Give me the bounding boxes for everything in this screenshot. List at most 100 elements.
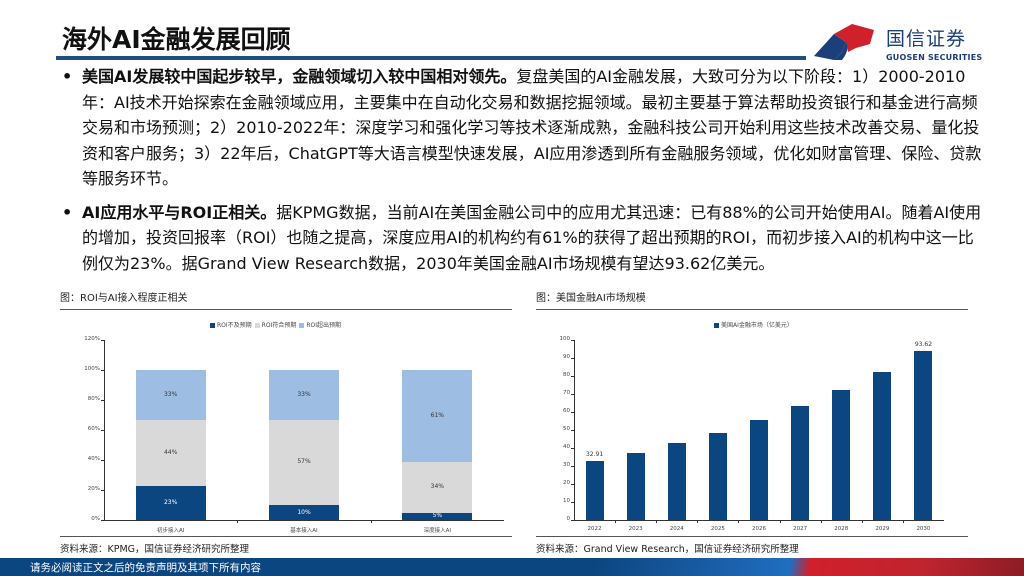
x-tick-label: 深度接入AI — [423, 528, 452, 534]
logo-text-cn: 国信证券 — [886, 28, 967, 50]
x-tick-label: 2022 — [587, 526, 602, 532]
figure-rule — [60, 309, 512, 310]
chart-legend: 美国AI金融市场（亿美元） — [714, 320, 793, 329]
bar — [832, 390, 851, 520]
y-tick-label: 100 — [559, 336, 571, 342]
bar — [750, 420, 768, 520]
y-tick-label: 80% — [87, 396, 100, 402]
chart-legend: ROI不及预期 ROI符合预期 ROI超出预期 — [210, 320, 341, 329]
y-tick — [571, 340, 574, 341]
y-tick — [571, 466, 574, 467]
bar — [914, 351, 933, 520]
brand-logo: 国信证券 GUOSEN SECURITIES — [812, 20, 1012, 64]
legend-item: 美国AI金融市场（亿美元） — [714, 320, 793, 329]
bar-segment: 10% — [269, 505, 339, 520]
bar-segment: 33% — [269, 370, 339, 420]
x-tick-label: 2026 — [752, 526, 766, 532]
x-tick-label: 2030 — [916, 526, 931, 532]
y-tick — [571, 376, 574, 377]
figure-caption: 图：ROI与AI接入程度正相关 — [60, 293, 188, 304]
figure-bottom-rule — [536, 536, 968, 537]
x-tick-label: 初步接入AI — [156, 528, 185, 534]
x-tick — [370, 520, 372, 523]
y-tick-label: 80 — [563, 372, 570, 378]
bullet-body: 复盘美国的AI金融发展，大致可分为以下阶段：1）2000-2010年：AI技术开… — [82, 67, 982, 188]
x-tick — [697, 520, 699, 523]
legend-swatch — [254, 323, 260, 328]
y-tick-label: 50 — [563, 426, 570, 432]
y-tick-label: 30 — [563, 462, 570, 468]
bar-value-label: 23% — [163, 498, 178, 506]
x-tick-label: 2029 — [875, 526, 890, 532]
y-tick-label: 10 — [563, 498, 570, 504]
y-axis — [574, 340, 575, 520]
bar-value-label: 44% — [163, 448, 178, 456]
x-tick-label: 2028 — [834, 526, 849, 532]
bar-value-label: 34% — [430, 483, 444, 490]
page-title: 海外AI金融发展回顾 — [62, 25, 291, 54]
legend-item: ROI符合预期 — [254, 320, 296, 329]
y-tick — [101, 370, 104, 371]
x-tick — [656, 520, 658, 523]
bullet-heading: 美国AI发展较中国起步较早，金融领域切入较中国相对领先。 — [82, 67, 517, 86]
figure-source: 资料来源：KPMG，国信证券经济研究所整理 — [60, 544, 250, 555]
bar-value-label: 33% — [297, 390, 311, 398]
y-tick — [571, 430, 574, 431]
bullet-heading: AI应用水平与ROI正相关。 — [82, 202, 277, 222]
bar — [626, 452, 645, 520]
y-tick — [571, 412, 574, 413]
y-tick-label: 60 — [563, 408, 570, 414]
y-tick-label: 20 — [563, 480, 570, 486]
bar-value-label: 32.91 — [585, 450, 604, 458]
y-tick-label: 20% — [87, 486, 100, 492]
figure-roi: 图：ROI与AI接入程度正相关 — [60, 292, 512, 310]
bar-value-label: 57% — [297, 458, 311, 466]
bar — [667, 442, 686, 520]
guosen-logo-icon — [814, 24, 874, 60]
figure-caption: 图：美国金融AI市场规模 — [536, 293, 646, 304]
bar-segment: 23% — [135, 485, 206, 520]
bar-value-label: 10% — [297, 508, 311, 516]
y-tick-label: 90 — [563, 354, 570, 360]
x-tick — [820, 520, 822, 523]
y-tick-label: 70 — [563, 390, 570, 396]
y-tick-label: 0% — [91, 516, 100, 522]
bar-value-label: 61% — [430, 411, 444, 419]
bar-segment: 57% — [269, 419, 339, 505]
slide-header: 海外AI金融发展回顾 国信证券 GUOSEN SECURITIES — [0, 0, 1024, 62]
x-tick-label: 2027 — [793, 526, 808, 532]
bar-segment: 33% — [135, 370, 206, 420]
x-tick-label: 基本接入AI — [290, 528, 318, 534]
y-tick-label: 0 — [566, 516, 571, 522]
roi-stacked-bar-chart: ROI不及预期 ROI符合预期 ROI超出预期 0% 20% 40% 60% 80% 100% 1… — [60, 312, 512, 534]
y-tick — [571, 448, 574, 449]
legend-swatch — [714, 323, 719, 328]
bar — [708, 432, 727, 520]
figure-source: 资料来源：Grand View Research，国信证券经济研究所整理 — [536, 544, 799, 555]
y-tick — [101, 340, 104, 341]
figure-rule — [536, 309, 968, 310]
legend-swatch — [210, 323, 215, 328]
y-tick — [571, 502, 574, 503]
title-underline — [56, 56, 806, 60]
bar-value-label: 5% — [432, 512, 443, 520]
bullet-item: • AI应用水平与ROI正相关。据KPMG数据，当前AI在美国金融公司中的应用尤… — [62, 200, 982, 277]
bar — [791, 405, 810, 520]
y-tick — [571, 358, 574, 359]
bullet-dot-icon: • — [62, 202, 73, 222]
x-tick — [779, 520, 781, 523]
bar-segment: 44% — [135, 419, 206, 486]
y-axis — [104, 340, 105, 520]
bar-value-label: 33% — [163, 390, 178, 398]
y-tick-label: 60% — [87, 426, 100, 432]
x-tick — [902, 520, 904, 523]
bar-segment: 34% — [402, 461, 473, 513]
bullet-item: • 美国AI发展较中国起步较早，金融领域切入较中国相对领先。复盘美国的AI金融发… — [62, 64, 982, 192]
y-tick — [571, 520, 574, 521]
y-tick-label: 120% — [84, 336, 100, 342]
footer-banner: 请务必阅读正文之后的免责声明及其项下所有内容 — [0, 558, 1024, 576]
market-size-bar-chart: 美国AI金融市场（亿美元） 0 10 20 30 40 50 60 70 80 90 100 32.91… — [536, 312, 968, 532]
figure-market-size: 图：美国金融AI市场规模 — [536, 292, 968, 310]
bar — [873, 371, 892, 520]
x-axis — [574, 520, 944, 521]
